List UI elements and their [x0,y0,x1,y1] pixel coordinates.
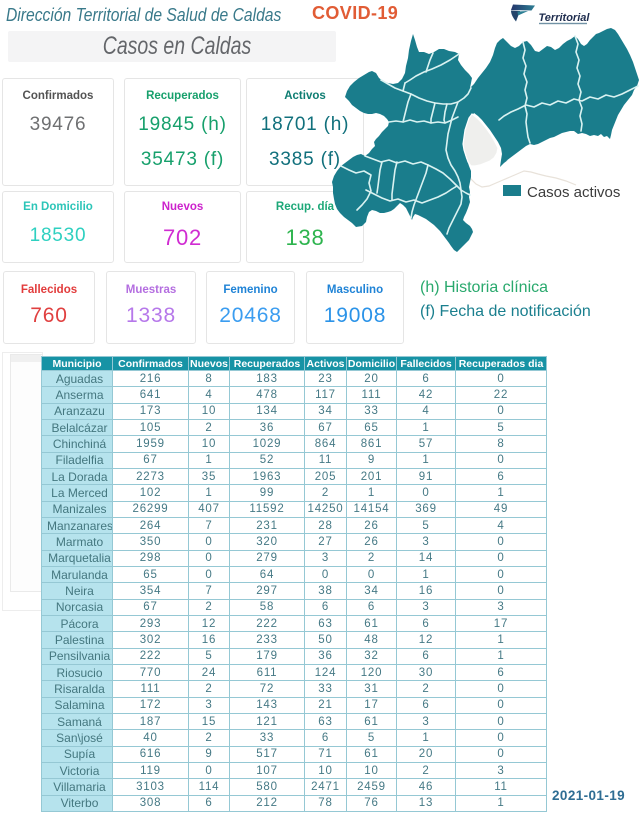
svg-text:Casos activos: Casos activos [527,184,620,201]
svg-text:Territorial: Territorial [539,12,591,24]
